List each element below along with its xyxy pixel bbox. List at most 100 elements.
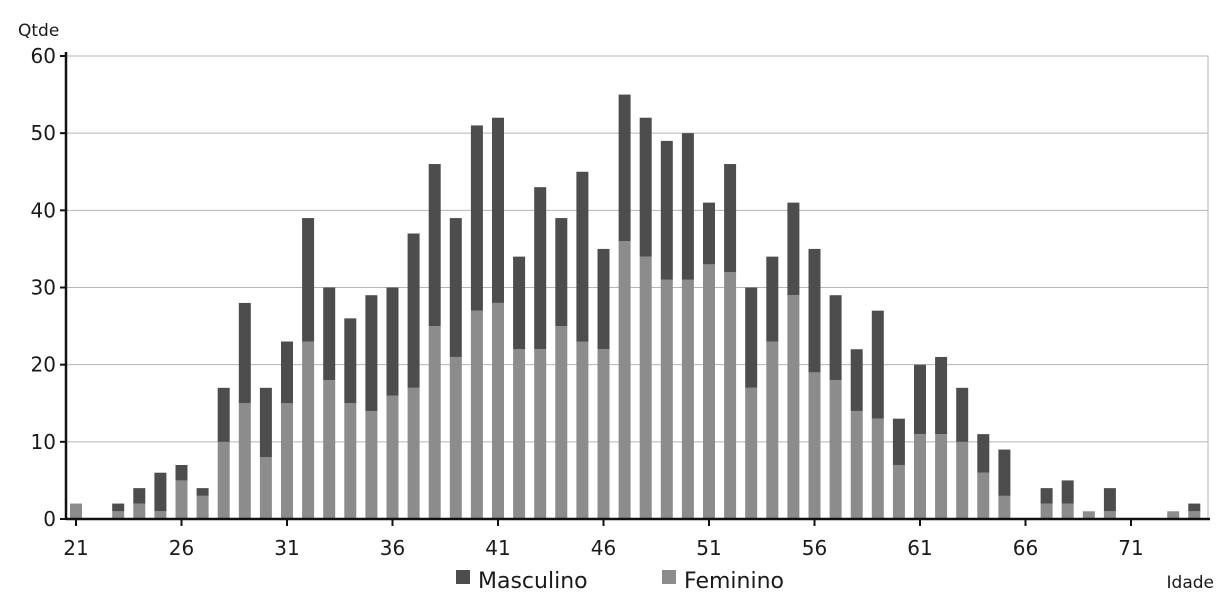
bar-feminino-25 [154,511,167,519]
bar-masculino-61 [914,364,926,435]
bar-masculino-47 [618,94,631,242]
bar-masculino-55 [787,202,800,296]
bar-feminino-74 [1188,511,1201,519]
bar-feminino-50 [681,279,694,519]
bar-masculino-25 [154,472,167,512]
tick-labels: 0 10 20 30 40 50 60 21 26 31 36 41 46 51 56 61 66 71 [31,44,1144,560]
bar-masculino-27 [196,488,209,496]
bar-masculino-67 [1040,488,1053,504]
bar-masculino-46 [597,248,610,350]
bar-masculino-45 [576,171,589,342]
bar-masculino-58 [850,349,863,411]
bar-feminino-33 [323,380,336,519]
bar-feminino-58 [850,410,863,519]
bar-feminino-73 [1167,511,1180,519]
bar-masculino-32 [302,218,315,342]
bar-feminino-29 [238,403,251,519]
bar-masculino-30 [259,387,272,458]
bar-masculino-53 [745,287,758,388]
bar-feminino-46 [597,349,610,519]
bar-feminino-62 [935,434,948,519]
x-tick-label-31: 31 [274,536,299,560]
bar-feminino-67 [1040,503,1053,519]
bar-masculino-48 [639,117,652,257]
bar-feminino-27 [196,495,209,519]
x-tick-label-71: 71 [1118,536,1143,560]
legend-label-feminino: Feminino [684,569,784,594]
legend-label-masculino: Masculino [478,569,588,594]
bar-masculino-36 [386,287,399,396]
bar-masculino-24 [133,488,146,504]
bar-masculino-59 [871,310,884,419]
bar-feminino-70 [1103,511,1116,519]
bar-feminino-44 [555,326,568,519]
bar-masculino-41 [492,117,504,303]
bar-masculino-44 [555,218,568,327]
x-tick-label-41: 41 [485,536,510,560]
bar-feminino-38 [428,326,441,519]
bar-feminino-41 [492,302,504,519]
bar-feminino-23 [112,511,125,519]
bar-masculino-42 [513,256,526,350]
bar-feminino-35 [365,410,378,519]
bar-masculino-68 [1061,480,1074,504]
bar-feminino-59 [871,418,884,519]
x-tick-label-36: 36 [380,536,405,560]
bar-masculino-35 [365,295,378,411]
bar-feminino-63 [956,441,969,519]
bar-masculino-50 [681,133,694,280]
bar-feminino-52 [724,272,737,519]
bar-masculino-43 [534,187,547,350]
bar-feminino-24 [133,503,146,519]
bar-feminino-47 [618,241,631,519]
grid-lines [65,55,1209,520]
bar-masculino-29 [238,302,251,404]
bar-feminino-37 [407,387,420,519]
bar-masculino-54 [766,256,779,342]
bar-feminino-57 [829,380,842,519]
y-tick-label-40: 40 [31,198,56,222]
y-axis-title: Qtde [18,21,59,41]
bar-feminino-39 [449,356,462,519]
bar-feminino-30 [259,457,272,519]
bar-feminino-64 [977,472,990,519]
bar-feminino-48 [639,256,652,519]
x-tick-label-26: 26 [169,536,194,560]
bar-masculino-63 [956,387,969,442]
bar-masculino-28 [217,387,230,442]
x-axis-title: Idade [1167,573,1214,593]
bar-masculino-34 [344,318,357,404]
legend-swatch-masculino [456,570,470,584]
bar-feminino-36 [386,395,399,519]
x-tick-label-51: 51 [696,536,721,560]
bar-feminino-61 [914,434,926,519]
bar-feminino-26 [175,480,188,519]
x-tick-label-21: 21 [63,536,88,560]
bar-feminino-32 [302,341,315,519]
bar-masculino-51 [703,202,715,265]
bar-masculino-33 [323,287,336,381]
bar-masculino-64 [977,434,990,473]
bar-feminino-21 [70,503,82,519]
y-tick-label-0: 0 [43,507,56,531]
bar-feminino-68 [1061,503,1074,519]
legend-swatch-feminino [662,570,676,584]
x-tick-label-56: 56 [802,536,827,560]
bar-feminino-49 [660,279,673,519]
bar-masculino-49 [660,140,673,280]
bar-masculino-31 [281,341,293,404]
bar-feminino-40 [470,310,483,519]
x-tick-label-46: 46 [591,536,616,560]
bar-feminino-56 [808,372,821,519]
bar-feminino-54 [766,341,779,519]
bar-masculino-62 [935,356,948,435]
bar-feminino-65 [998,495,1011,519]
bar-masculino-65 [998,449,1011,496]
y-tick-label-30: 30 [31,276,56,300]
bar-masculino-23 [112,503,125,512]
bar-masculino-40 [470,125,483,311]
bar-masculino-38 [428,164,441,327]
bar-masculino-70 [1103,488,1116,512]
